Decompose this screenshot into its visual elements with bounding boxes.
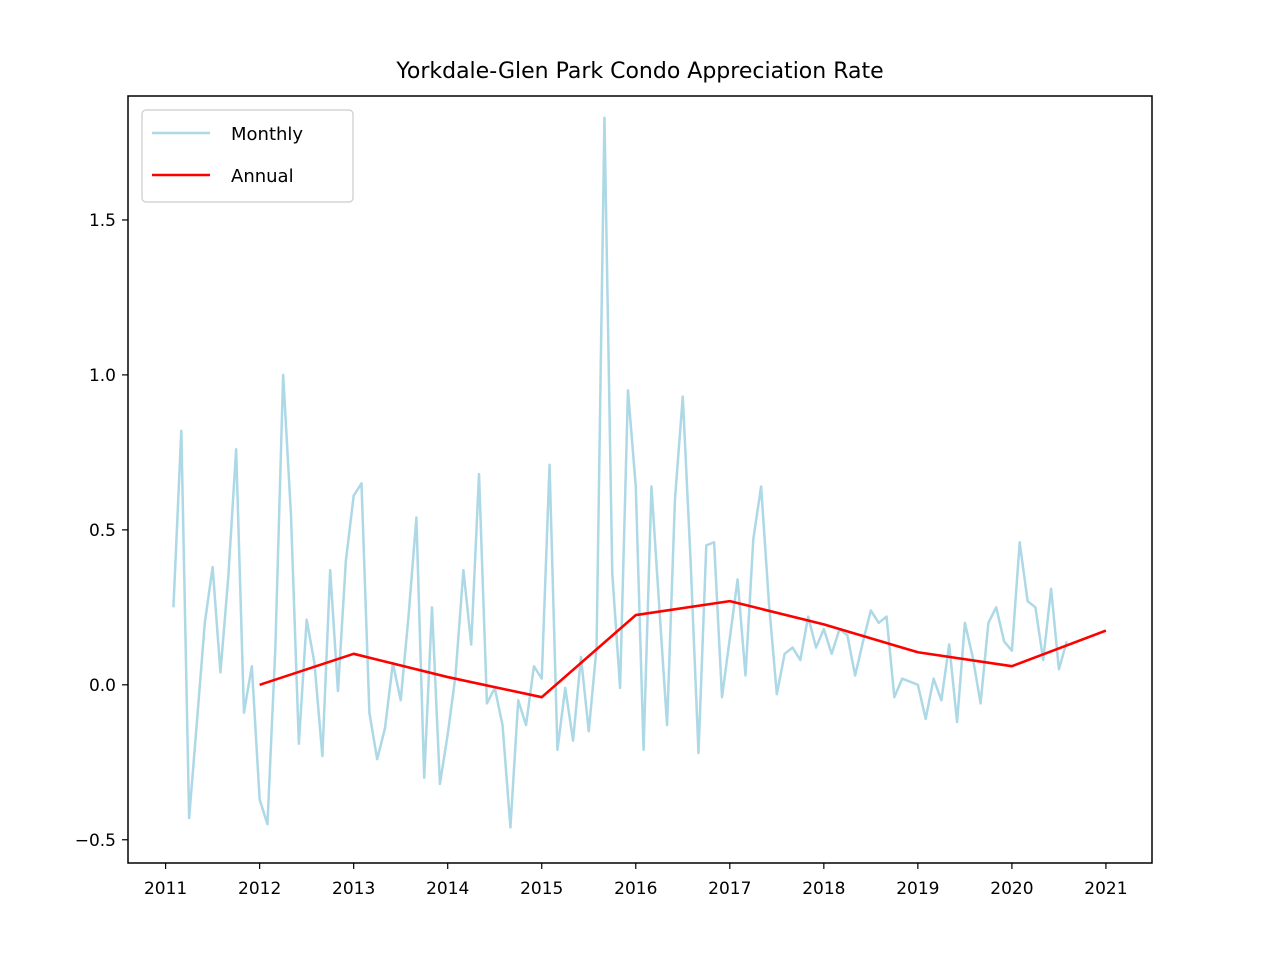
x-tick-label: 2012	[238, 879, 281, 899]
y-axis: −0.5 0.0 0.5 1.0 1.5	[75, 211, 128, 851]
x-tick-label: 2013	[332, 879, 375, 899]
x-tick-label: 2016	[614, 879, 657, 899]
legend: Monthly Annual	[141, 109, 354, 203]
x-tick-label: 2011	[144, 879, 187, 899]
legend-label-monthly: Monthly	[231, 124, 303, 145]
x-tick-label: 2014	[426, 879, 469, 899]
x-tick-label: 2020	[990, 879, 1033, 899]
y-tick-label: 0.0	[89, 676, 116, 696]
chart-title: Yorkdale-Glen Park Condo Appreciation Ra…	[395, 59, 883, 84]
x-tick-label: 2021	[1084, 879, 1127, 899]
x-axis: 2011 2012 2013 2014 2015 2016 2017 2018 2019 2020…	[144, 863, 1128, 899]
y-tick-label: −0.5	[75, 831, 116, 851]
y-tick-label: 1.5	[89, 211, 116, 231]
x-tick-label: 2019	[896, 879, 939, 899]
y-tick-label: 0.5	[89, 521, 116, 541]
x-tick-label: 2015	[520, 879, 563, 899]
series-line-monthly	[172, 116, 1068, 829]
series-line-annual	[259, 599, 1107, 699]
axes-frame	[127, 95, 1153, 864]
x-tick-label: 2018	[802, 879, 845, 899]
legend-label-annual: Annual	[231, 166, 294, 187]
x-tick-label: 2017	[708, 879, 751, 899]
y-tick-label: 1.0	[89, 366, 116, 386]
plot-series	[172, 116, 1107, 829]
